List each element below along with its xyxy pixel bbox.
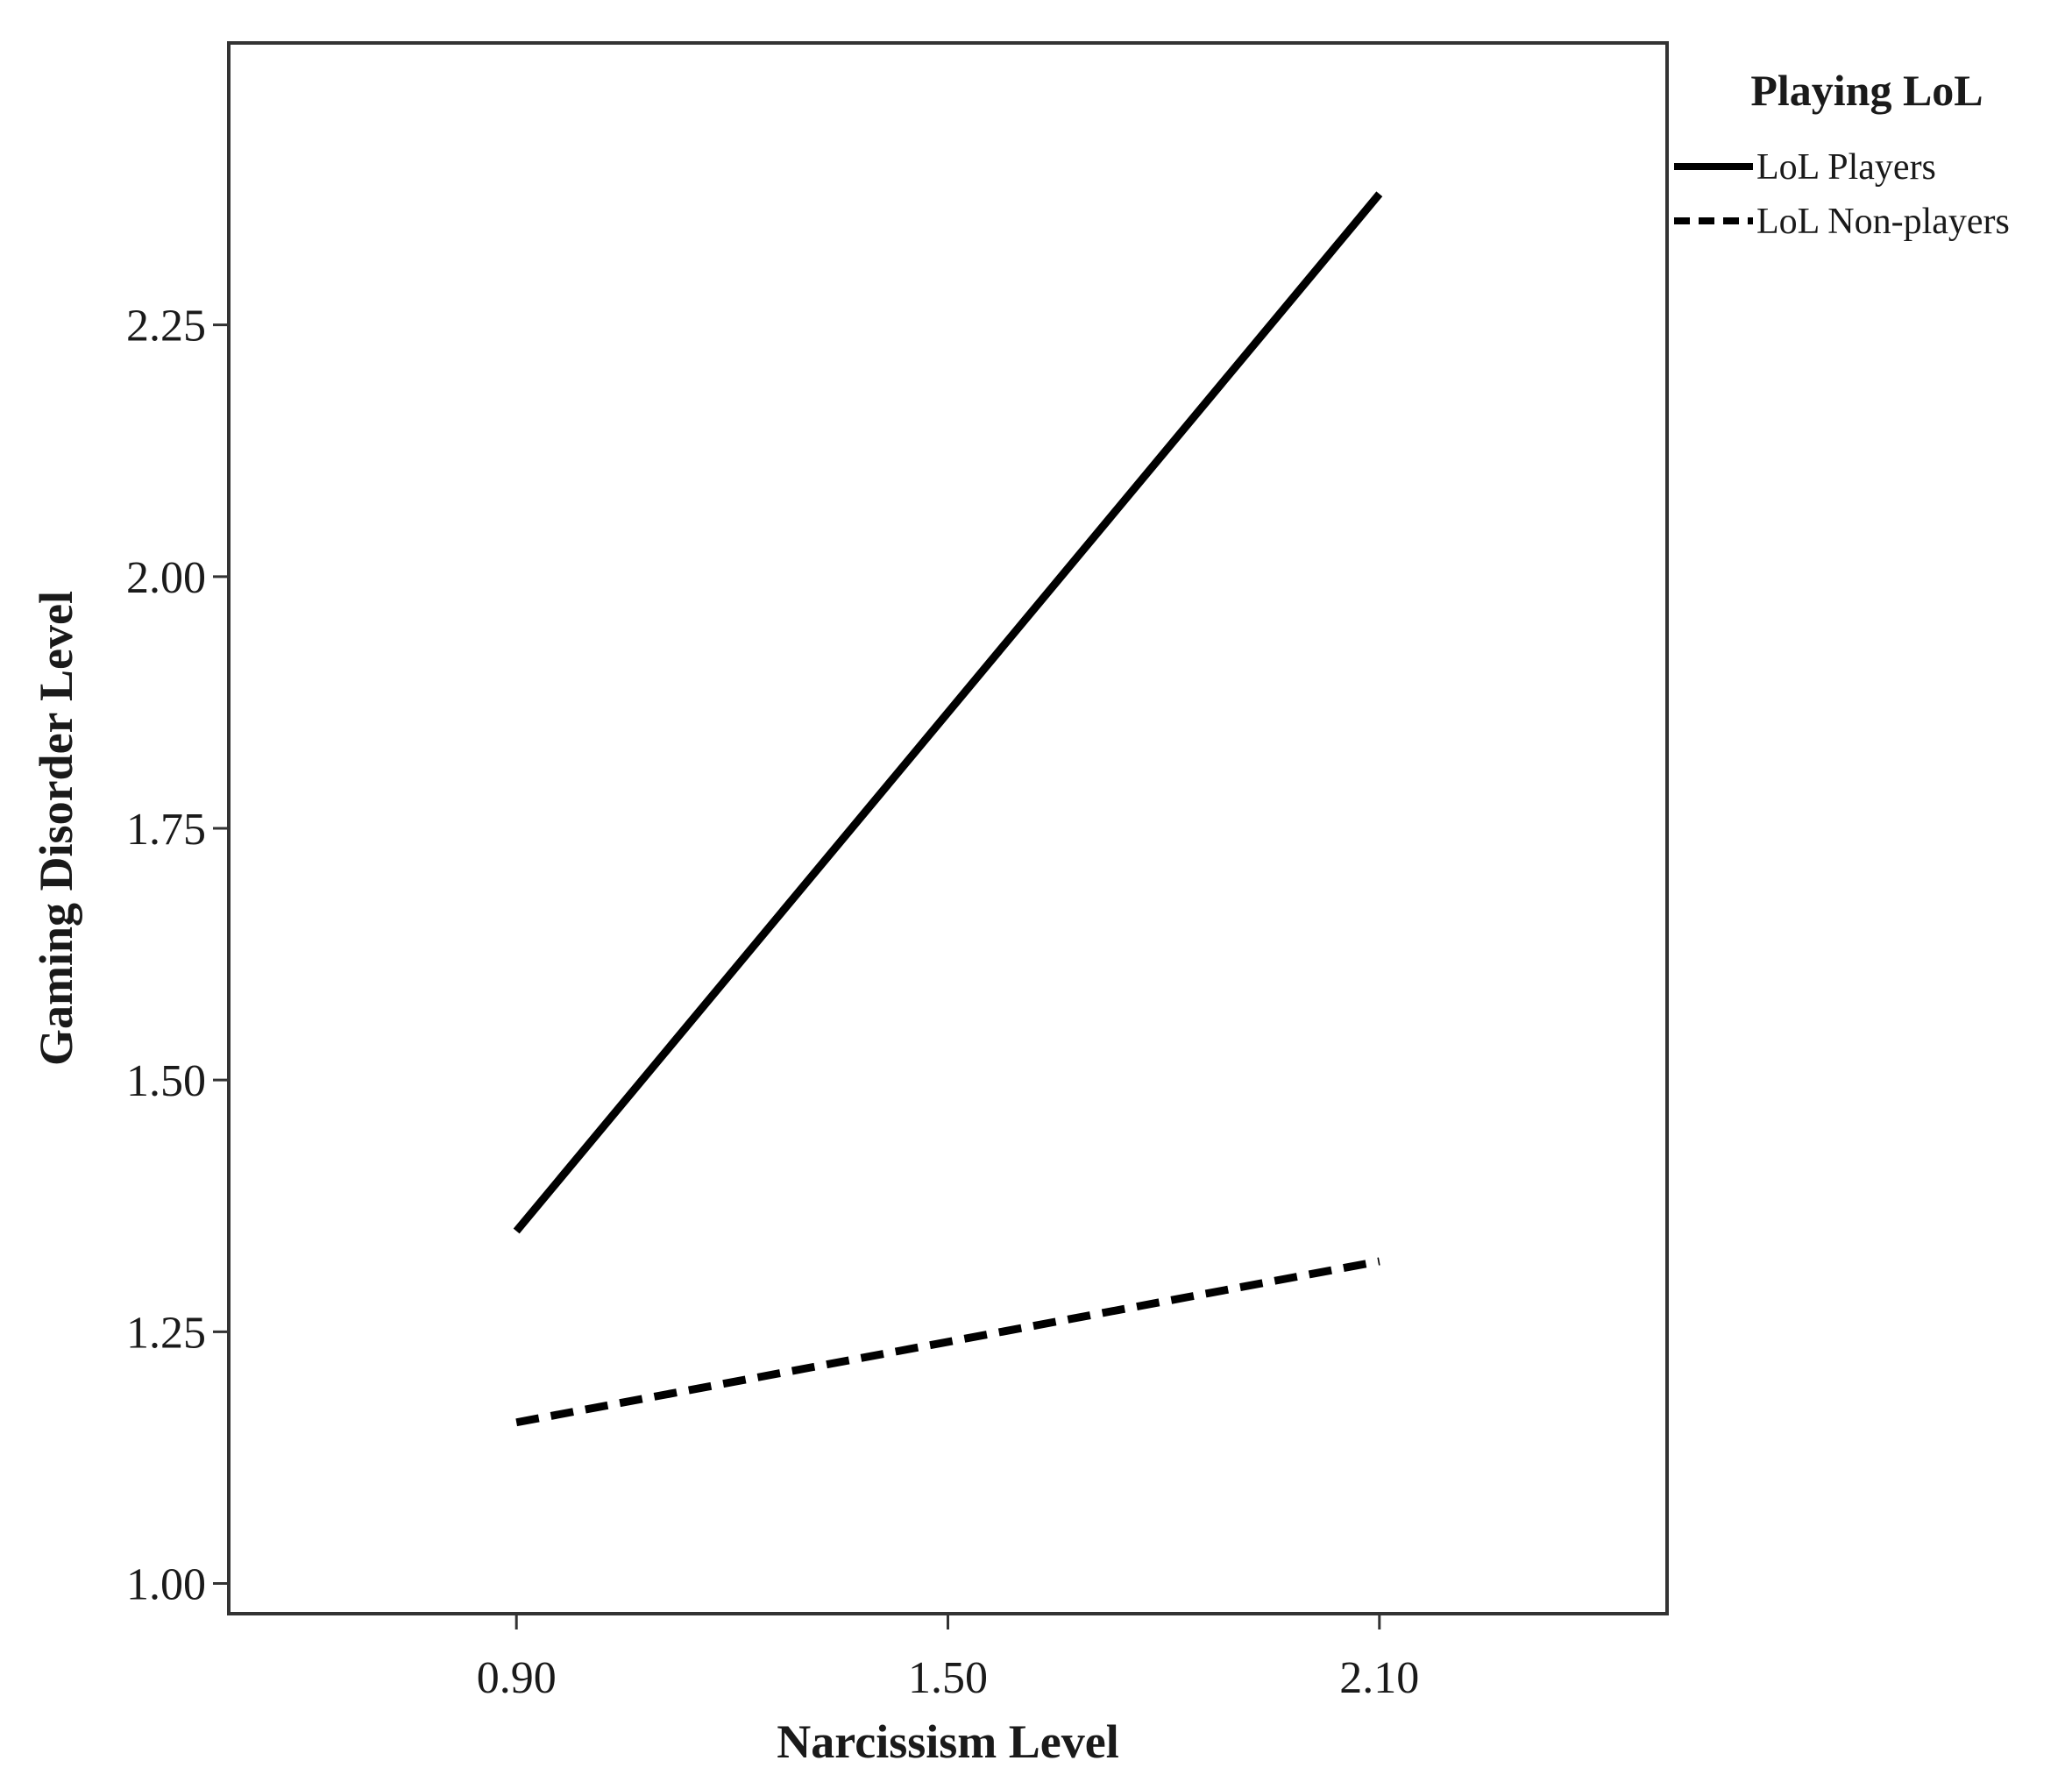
y-tick-label: 1.50 [126, 1056, 206, 1106]
y-axis-ticks: 1.00 1.25 1.50 1.75 2.00 2.25 [126, 302, 229, 1610]
plot-frame [227, 41, 1669, 1615]
x-tick-label: 0.90 [477, 1653, 557, 1703]
legend-title: Playing LoL [1750, 66, 1983, 115]
y-tick-label: 2.25 [126, 302, 206, 351]
x-axis-ticks: 0.90 1.50 2.10 [477, 1614, 1419, 1703]
x-tick-label: 1.50 [908, 1653, 988, 1703]
y-axis-title: Gaming Disorder Level [30, 591, 82, 1066]
legend-label: LoL Non-players [1756, 202, 2010, 242]
legend: Playing LoL LoL Players LoL Non-players [1674, 66, 2010, 242]
y-tick-label: 2.00 [126, 553, 206, 603]
y-tick-label: 1.75 [126, 805, 206, 855]
x-tick-label: 2.10 [1339, 1653, 1419, 1703]
legend-label: LoL Players [1756, 147, 1936, 188]
series-line-non-players [515, 1257, 1380, 1427]
y-tick-label: 1.25 [126, 1308, 206, 1358]
y-tick-label: 1.00 [126, 1560, 206, 1610]
x-axis-title: Narcissism Level [777, 1715, 1118, 1768]
series-lines [513, 191, 1383, 1427]
series-line-players [513, 191, 1383, 1234]
